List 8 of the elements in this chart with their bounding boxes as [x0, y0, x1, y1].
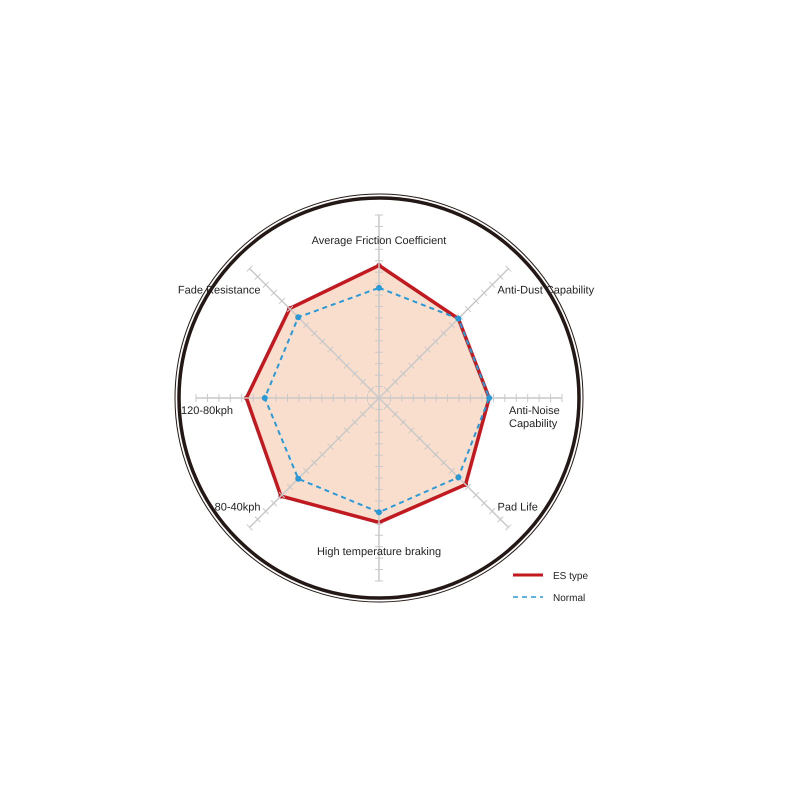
- spoke-label: 80-40kph: [214, 502, 260, 514]
- spoke-label: Pad Life: [498, 502, 538, 514]
- spoke-label: High temperature braking: [316, 546, 442, 558]
- legend-label: Normal: [553, 593, 586, 604]
- spoke-label: Average Friction Coefficient: [312, 235, 446, 247]
- spoke-label: 120-80kph: [181, 405, 233, 417]
- legend-label: ES type: [553, 571, 588, 582]
- spoke-label: Anti-Noise Capability: [509, 405, 560, 430]
